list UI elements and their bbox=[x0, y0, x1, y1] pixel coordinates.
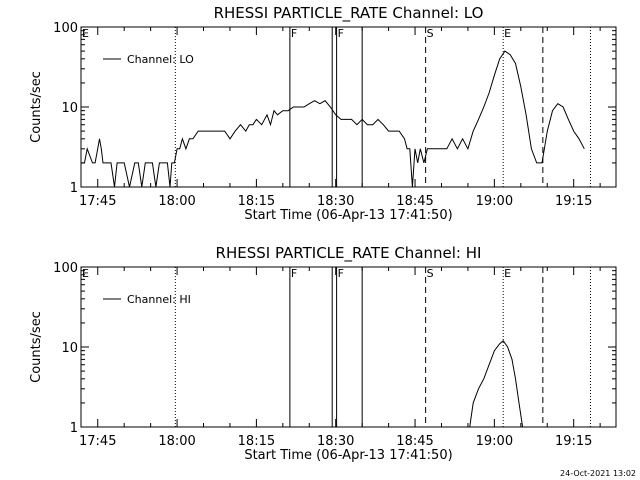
marker-label: F bbox=[338, 267, 344, 280]
x-tick-label: 18:45 bbox=[396, 434, 433, 449]
marker-label: E bbox=[82, 27, 89, 40]
legend-label: Channel: HI bbox=[127, 293, 191, 306]
marker-label: E bbox=[504, 27, 511, 40]
x-tick-label: 18:00 bbox=[158, 434, 195, 449]
x-tick-label: 18:45 bbox=[396, 194, 433, 209]
y-axis-label: Counts/sec bbox=[29, 311, 44, 383]
marker-label: S bbox=[427, 27, 434, 40]
marker-label: E bbox=[82, 267, 89, 280]
x-tick-label: 18:15 bbox=[238, 194, 275, 209]
series-line bbox=[81, 50, 585, 188]
x-tick-label: 18:30 bbox=[317, 434, 354, 449]
lo-channel-panel: RHESSI PARTICLE_RATE Channel: LO 1 10 100 17… bbox=[29, 4, 617, 223]
y-tick-label: 1 bbox=[70, 421, 78, 436]
chart-title: RHESSI PARTICLE_RATE Channel: LO bbox=[214, 4, 484, 23]
marker-label: F bbox=[338, 27, 344, 40]
x-tick-label: 19:00 bbox=[476, 434, 513, 449]
marker-label: F bbox=[291, 27, 297, 40]
x-axis-label: Start Time (06-Apr-13 17:41:50) bbox=[244, 208, 452, 223]
x-tick-label: 17:45 bbox=[79, 194, 116, 209]
y-tick-label: 100 bbox=[53, 21, 78, 36]
x-tick-label: 19:15 bbox=[555, 194, 592, 209]
series-line bbox=[469, 339, 524, 428]
x-axis-label: Start Time (06-Apr-13 17:41:50) bbox=[244, 448, 452, 463]
x-tick-label: 19:00 bbox=[476, 194, 513, 209]
legend-label: Channel: LO bbox=[127, 53, 194, 66]
timestamp: 24-Oct-2021 13:02 bbox=[560, 469, 636, 478]
marker-label: S bbox=[427, 267, 434, 280]
y-tick-label: 1 bbox=[70, 181, 78, 196]
x-tick-label: 18:00 bbox=[158, 194, 195, 209]
x-tick-label: 19:15 bbox=[555, 434, 592, 449]
hi-channel-panel: RHESSI PARTICLE_RATE Channel: HI 1 10 100 17… bbox=[29, 244, 617, 463]
y-tick-label: 10 bbox=[61, 341, 78, 356]
y-axis-label: Counts/sec bbox=[29, 71, 44, 143]
chart-title: RHESSI PARTICLE_RATE Channel: HI bbox=[216, 244, 482, 263]
x-tick-label: 18:15 bbox=[238, 434, 275, 449]
y-tick-label: 10 bbox=[61, 101, 78, 116]
x-tick-label: 17:45 bbox=[79, 434, 116, 449]
x-tick-label: 18:30 bbox=[317, 194, 354, 209]
marker-label: F bbox=[291, 267, 297, 280]
marker-label: E bbox=[504, 267, 511, 280]
y-tick-label: 100 bbox=[53, 261, 78, 276]
